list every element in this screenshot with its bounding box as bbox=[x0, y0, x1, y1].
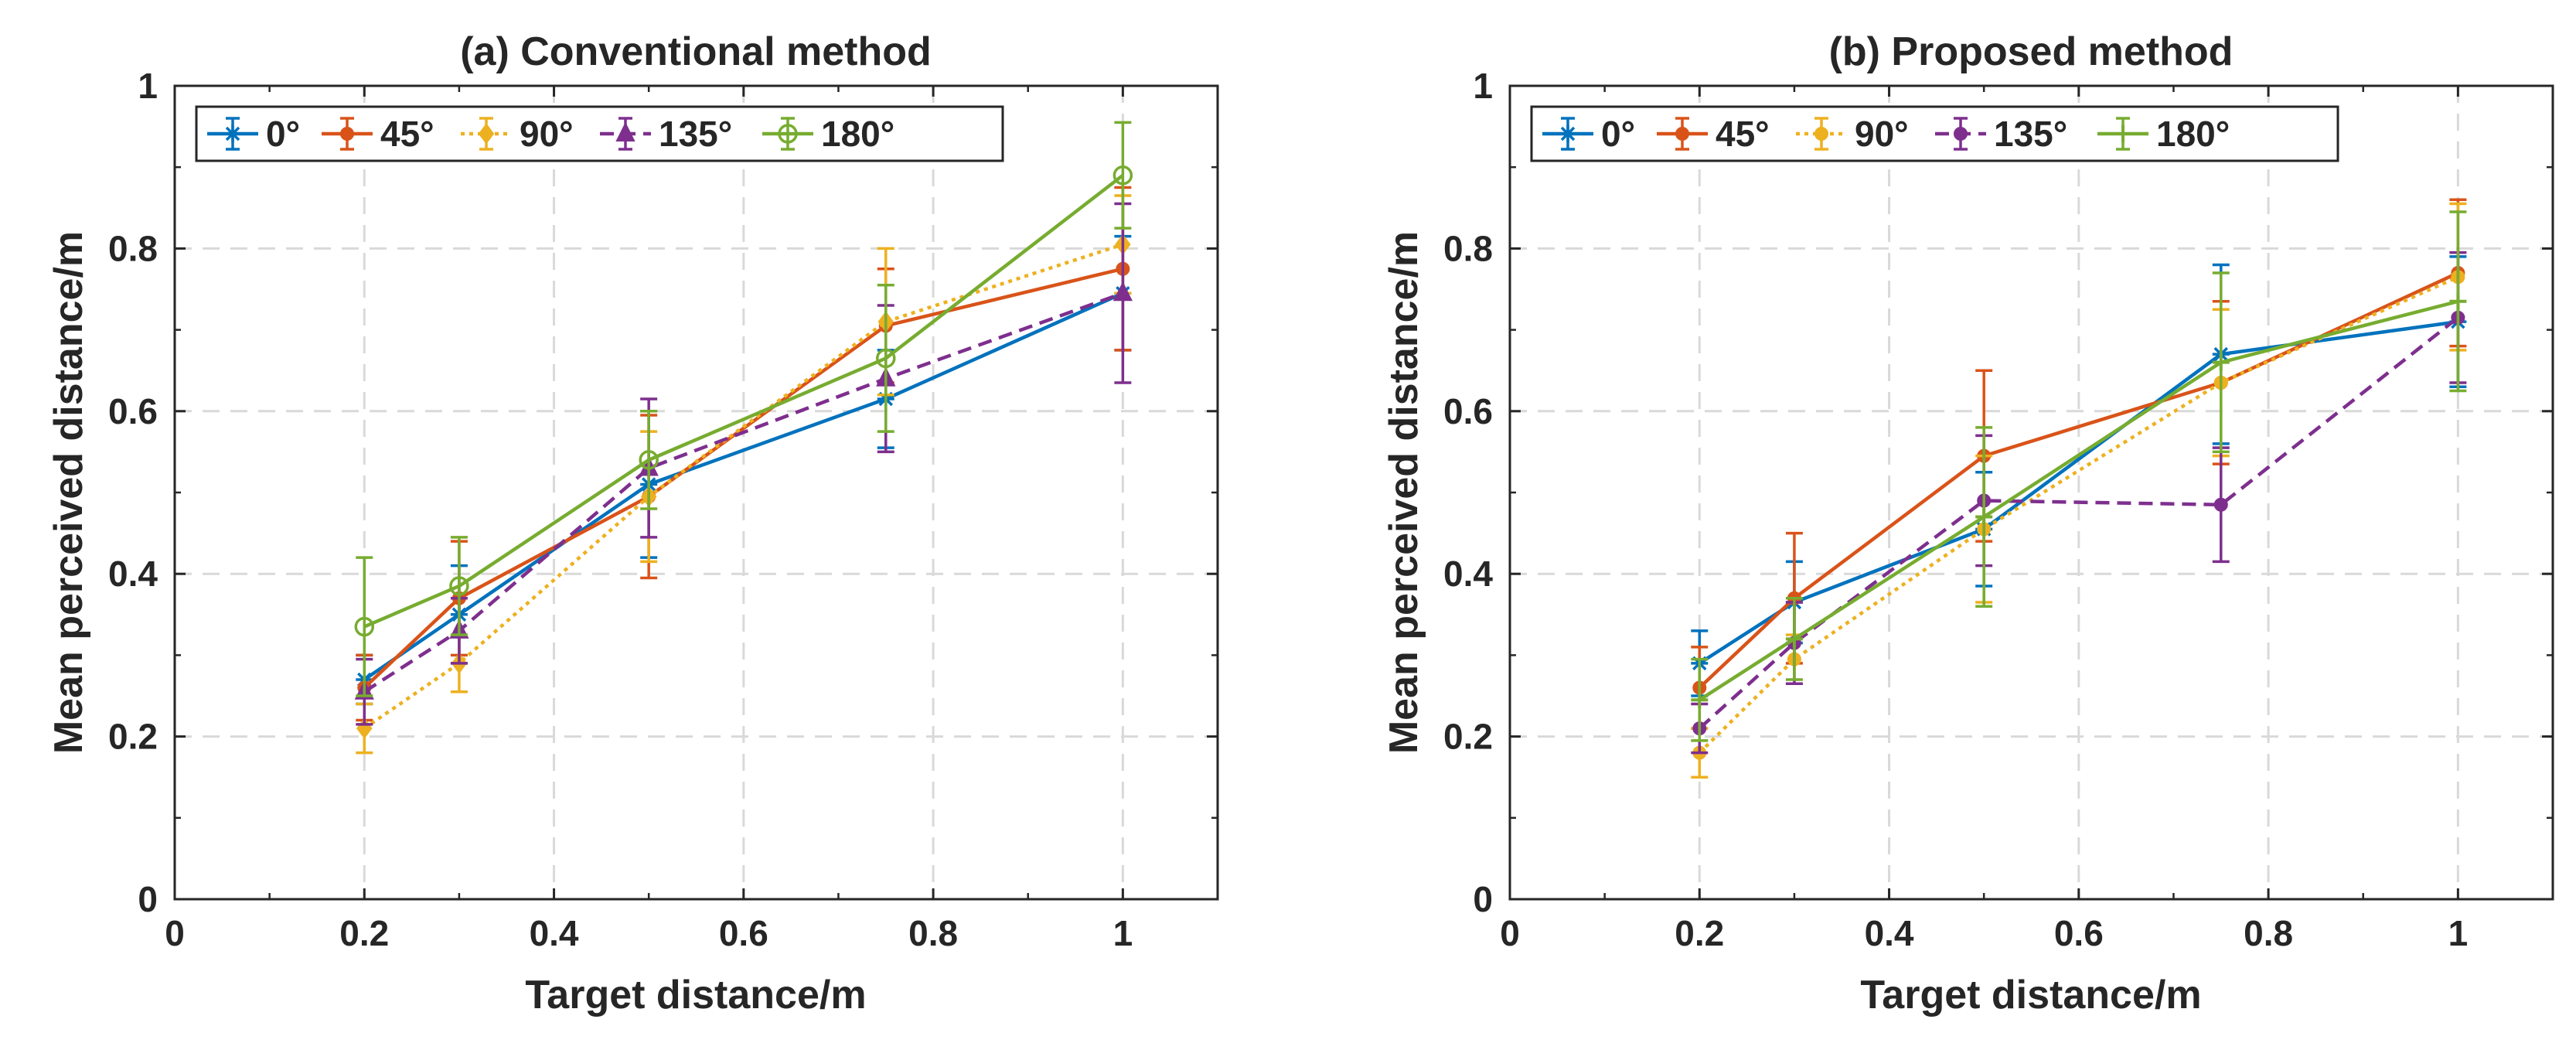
panel-a: 0 0.2 0.4 0.6 0.8 1 0 0.2 0.4 0.6 0.8 1 (a) Convent… bbox=[46, 29, 1219, 1017]
data-point-4-b bbox=[1785, 630, 1803, 648]
series-line-3-a bbox=[363, 291, 1124, 694]
legend-marker-4-a bbox=[778, 124, 798, 144]
y-tick-label-a: 0.4 bbox=[108, 554, 158, 594]
x-tick-label-b: 0.8 bbox=[2244, 913, 2293, 953]
y-tick-label-b: 0.8 bbox=[1443, 228, 1493, 268]
data-point-4-a bbox=[354, 616, 375, 637]
data-point-3-a bbox=[1113, 281, 1133, 302]
data-point-4-b bbox=[1691, 691, 1709, 709]
x-axis-label-b: Target distance/m bbox=[1860, 973, 2201, 1017]
y-axis-label-b: Mean perceived distance/m bbox=[1382, 231, 1426, 754]
legend-marker-3-a bbox=[615, 121, 635, 141]
data-point-3-b bbox=[2213, 497, 2228, 512]
panel-b: 0 0.2 0.4 0.6 0.8 1 0 0.2 0.4 0.6 0.8 1 (b) Propose… bbox=[1382, 29, 2554, 1017]
y-tick-label-b: 0.6 bbox=[1443, 391, 1493, 431]
series-line-2-b bbox=[1698, 275, 2459, 755]
legend-marker-1-a bbox=[340, 127, 354, 141]
chart-title-b: (b) Proposed method bbox=[1829, 29, 2234, 74]
legend-label-3-a: 135° bbox=[659, 114, 732, 154]
legend-label-2-b: 90° bbox=[1855, 114, 1909, 154]
legend-marker-1-b bbox=[1675, 127, 1689, 141]
legend-a: 0° 45° 90° 135° 180° bbox=[195, 105, 1004, 162]
ticks-b: 0 0.2 0.4 0.6 0.8 1 0 0.2 0.4 0.6 0.8 1 bbox=[1443, 66, 2553, 953]
plot-area-a bbox=[175, 86, 1218, 899]
x-tick-label-b: 0.6 bbox=[2054, 913, 2104, 953]
ticks-a: 0 0.2 0.4 0.6 0.8 1 0 0.2 0.4 0.6 0.8 1 bbox=[108, 66, 1218, 953]
grid-b bbox=[1510, 86, 2553, 899]
legend-marker-2-b bbox=[1814, 127, 1828, 141]
data-point-4-b bbox=[2449, 292, 2467, 310]
data-point-4-a bbox=[876, 348, 896, 369]
legend-label-0-b: 0° bbox=[1601, 114, 1635, 154]
chart-title-a: (a) Conventional method bbox=[460, 29, 932, 74]
legend-errorbar-4-a bbox=[781, 117, 795, 151]
y-tick-label-a: 0 bbox=[138, 879, 158, 919]
data-point-4-a bbox=[1113, 165, 1133, 186]
y-axis-label-a: Mean perceived distance/m bbox=[46, 231, 91, 754]
x-tick-label-a: 0 bbox=[165, 913, 185, 953]
legend-label-2-a: 90° bbox=[520, 114, 574, 154]
x-tick-label-a: 0.8 bbox=[908, 913, 958, 953]
y-tick-label-a: 0.8 bbox=[108, 228, 158, 268]
series-line-4-a bbox=[363, 173, 1124, 629]
y-tick-label-b: 0.4 bbox=[1443, 554, 1493, 594]
x-tick-label-a: 1 bbox=[1113, 913, 1133, 953]
legend-label-3-b: 135° bbox=[1994, 114, 2067, 154]
y-tick-label-a: 0.2 bbox=[108, 717, 158, 757]
x-tick-label-a: 0.2 bbox=[339, 913, 389, 953]
legend-label-1-a: 45° bbox=[380, 114, 434, 154]
y-tick-label-b: 1 bbox=[1473, 66, 1493, 106]
grid-a bbox=[175, 86, 1218, 899]
data-point-4-b bbox=[2212, 353, 2230, 371]
y-tick-label-a: 1 bbox=[138, 66, 158, 106]
legend-label-4-a: 180° bbox=[821, 114, 894, 154]
legend-label-4-b: 180° bbox=[2156, 114, 2230, 154]
series-layer-a bbox=[354, 121, 1133, 755]
data-point-4-b bbox=[1975, 508, 1993, 526]
y-tick-label-a: 0.6 bbox=[108, 391, 158, 431]
x-tick-label-b: 1 bbox=[2448, 913, 2469, 953]
x-tick-label-b: 0.2 bbox=[1675, 913, 1724, 953]
legend-marker-2-a bbox=[478, 123, 495, 145]
legend-marker-0-b bbox=[1559, 125, 1576, 142]
series-4-a bbox=[354, 121, 1133, 697]
x-tick-label-a: 0.6 bbox=[719, 913, 768, 953]
legend-label-0-a: 0° bbox=[266, 114, 300, 154]
series-layer-b bbox=[1691, 198, 2467, 779]
legend-label-1-b: 45° bbox=[1716, 114, 1770, 154]
data-point-4-a bbox=[639, 450, 659, 470]
legend-marker-0-a bbox=[224, 125, 241, 142]
legend-b: 0° 45° 90° 135° 180° bbox=[1530, 105, 2339, 162]
y-tick-label-b: 0 bbox=[1473, 879, 1493, 919]
x-tick-label-b: 0.4 bbox=[1865, 913, 1914, 953]
series-line-3-b bbox=[1698, 316, 2459, 730]
x-tick-label-a: 0.4 bbox=[530, 913, 579, 953]
data-point-4-a bbox=[449, 576, 469, 596]
legend-marker-3-b bbox=[1954, 127, 1968, 141]
y-tick-label-b: 0.2 bbox=[1443, 717, 1493, 757]
x-axis-label-a: Target distance/m bbox=[525, 973, 866, 1017]
series-4-b bbox=[1691, 210, 2467, 742]
x-tick-label-b: 0 bbox=[1500, 913, 1520, 953]
legend-marker-4-b bbox=[2114, 125, 2131, 142]
